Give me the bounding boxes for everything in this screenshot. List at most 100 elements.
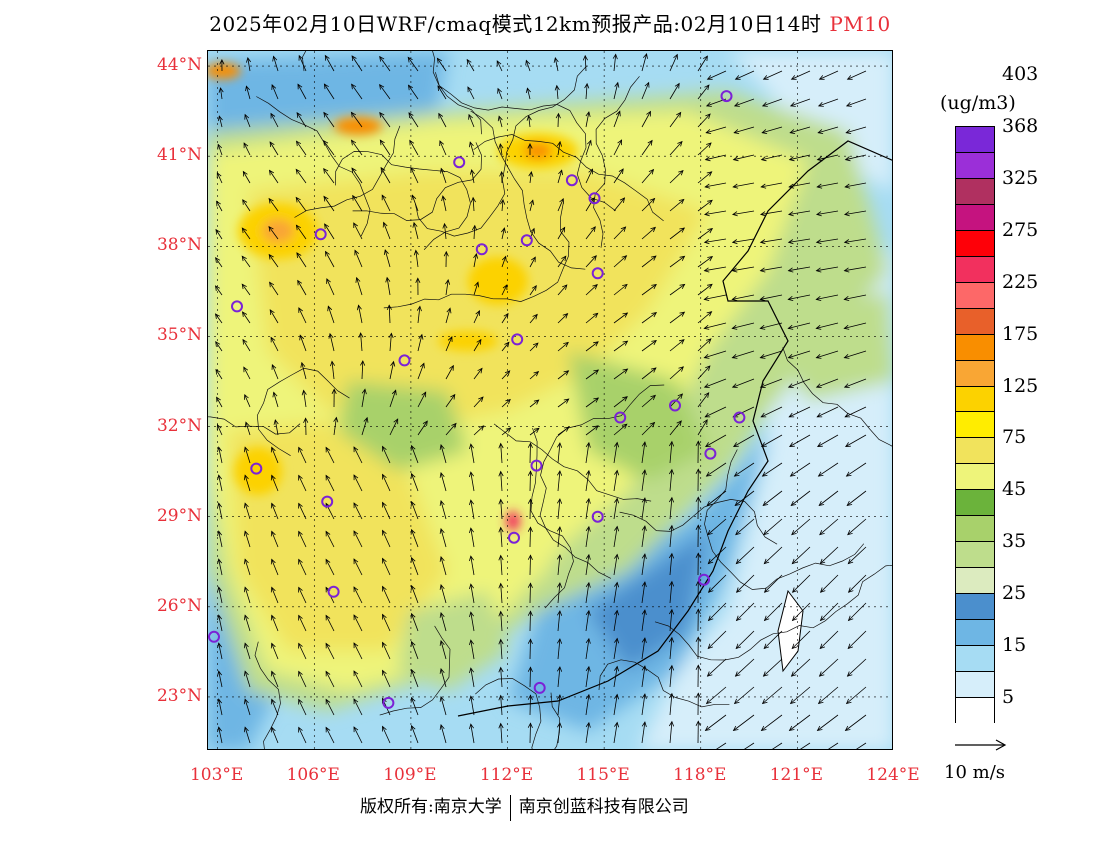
wind-arrow — [473, 338, 482, 352]
wind-arrow — [353, 558, 363, 576]
wind-arrow — [731, 322, 755, 330]
longitude-label: 124°E — [866, 765, 920, 785]
wind-arrow — [844, 714, 867, 732]
wind-arrow — [325, 530, 335, 548]
wind-arrow — [791, 546, 811, 565]
wind-arrow — [324, 223, 335, 240]
wind-arrow — [668, 608, 675, 632]
wind-arrow — [270, 670, 279, 688]
wind-arrow — [527, 554, 533, 576]
wind-arrow — [697, 338, 712, 352]
wind-arrow — [323, 83, 335, 100]
colorbar-label: 15 — [1002, 634, 1027, 657]
wind-arrow — [843, 322, 867, 330]
wind-arrow — [243, 558, 251, 576]
wind-arrow — [846, 70, 867, 80]
wind-arrow — [556, 140, 562, 156]
wind-arrow — [697, 142, 712, 156]
longitude-label: 112°E — [479, 765, 534, 785]
wind-arrow — [846, 490, 867, 507]
map-canvas — [208, 51, 892, 749]
wind-arrow — [789, 434, 811, 447]
wind-arrow — [641, 139, 653, 156]
wind-arrow — [790, 70, 811, 80]
wind-arrow — [268, 225, 279, 240]
wind-arrow — [734, 658, 755, 677]
wind-arrow — [613, 469, 620, 492]
wind-arrow — [843, 294, 867, 301]
wind-arrow — [641, 693, 647, 716]
wind-arrow — [695, 664, 701, 688]
wind-arrow — [641, 421, 656, 436]
wind-arrow — [732, 182, 755, 189]
wind-arrow — [703, 322, 727, 330]
wind-arrow — [843, 266, 867, 273]
wind-arrow — [217, 558, 223, 576]
city-marker — [614, 411, 627, 424]
wind-arrow — [270, 474, 279, 492]
wind-arrow — [669, 227, 686, 240]
wind-arrow — [500, 198, 506, 212]
wind-arrow — [469, 611, 475, 632]
wind-arrow — [789, 686, 811, 705]
province-border — [435, 72, 616, 212]
wind-arrow — [409, 139, 419, 156]
wind-arrow — [763, 574, 783, 593]
wind-arrow — [800, 742, 811, 749]
city-marker — [208, 630, 220, 643]
wind-arrow — [761, 434, 783, 447]
wind-arrow — [585, 226, 596, 240]
wind-arrow — [731, 266, 755, 273]
wind-arrow — [473, 252, 479, 268]
wind-arrow — [527, 498, 533, 520]
wind-arrow — [417, 391, 427, 408]
wind-arrow — [847, 518, 867, 536]
wind-arrow — [469, 471, 475, 492]
wind-arrow — [379, 83, 391, 100]
wind-arrow — [744, 742, 755, 749]
wind-arrow — [762, 70, 783, 80]
wind-arrow — [759, 350, 783, 359]
wind-arrow — [585, 255, 597, 268]
wind-arrow — [243, 670, 251, 688]
wind-arrow — [268, 197, 279, 212]
wind-arrow — [219, 58, 225, 72]
wind-arrow — [217, 474, 223, 492]
wind-arrow — [268, 169, 279, 184]
wind-arrow — [556, 442, 563, 464]
wind-arrow — [243, 614, 251, 632]
wind-arrow — [356, 304, 363, 324]
wind-arrow — [325, 670, 335, 688]
wind-arrow — [759, 210, 783, 217]
wind-arrow — [298, 54, 307, 72]
wind-arrow — [242, 338, 251, 352]
wind-arrow — [529, 285, 537, 296]
wind-arrow — [668, 552, 675, 576]
wind-arrow — [585, 341, 599, 352]
coastline — [457, 140, 892, 717]
wind-arrow — [350, 139, 363, 156]
wind-arrow — [816, 406, 839, 418]
wind-arrow — [439, 472, 447, 492]
wind-arrow — [298, 474, 307, 492]
colorbar-segment — [956, 127, 994, 153]
wind-arrow — [298, 698, 307, 716]
wind-arrow — [613, 283, 628, 296]
wind-arrow — [641, 53, 648, 72]
wind-arrow — [325, 614, 335, 632]
wind-arrow — [298, 446, 307, 464]
wind-arrow — [469, 695, 475, 716]
wind-arrow — [411, 194, 419, 212]
city-marker — [720, 90, 733, 103]
wind-arrow — [330, 360, 336, 380]
wind-arrow — [217, 446, 223, 464]
wind-arrow — [271, 84, 279, 100]
wind-arrow — [529, 199, 535, 212]
latitude-label: 23°N — [156, 685, 202, 706]
wind-arrow — [787, 350, 811, 359]
wind-arrow — [498, 610, 504, 632]
wind-arrow — [214, 313, 223, 324]
wind-arrow — [353, 502, 363, 520]
wind-arrow — [731, 378, 755, 388]
wind-arrow — [613, 665, 620, 688]
